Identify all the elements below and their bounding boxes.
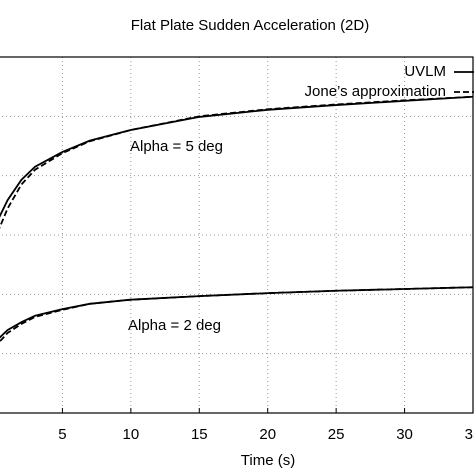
plot-frame <box>0 56 474 414</box>
x-tick-label: 10 <box>123 426 140 443</box>
x-tick-label: 30 <box>396 426 413 443</box>
x-tick-label: 35 <box>465 426 474 443</box>
series-line <box>0 95 474 229</box>
annotation: Alpha = 2 deg <box>128 317 221 334</box>
x-tick-label: 25 <box>328 426 345 443</box>
x-tick-label: 5 <box>58 426 66 443</box>
x-axis-label: Time (s) <box>241 452 295 469</box>
x-tick-label: 20 <box>259 426 276 443</box>
legend-label: UVLM <box>404 63 446 80</box>
x-tick-label: 15 <box>191 426 208 443</box>
series-line <box>0 286 474 339</box>
chart-title: Flat Plate Sudden Acceleration (2D) <box>131 17 369 34</box>
legend-label: Jone’s approximation <box>305 83 446 100</box>
series-line <box>0 286 474 343</box>
annotation: Alpha = 5 deg <box>130 138 223 155</box>
